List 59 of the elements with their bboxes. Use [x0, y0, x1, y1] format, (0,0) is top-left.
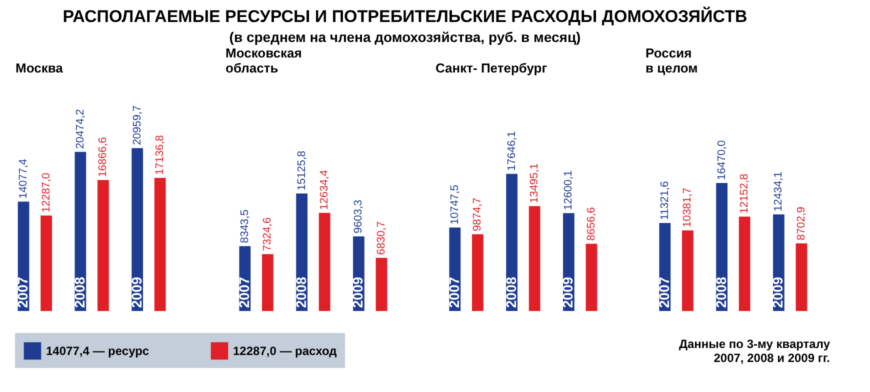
legend-label: 12287,0 — расход: [233, 344, 338, 358]
category-label: 2009: [128, 276, 144, 308]
bar: [98, 180, 109, 311]
data-label: 7324,6: [262, 217, 274, 252]
text: Данные по 3-му кварталу 2007, 2008 и 2009 гг.: [678, 337, 830, 365]
data-label: 9874,7: [472, 198, 484, 232]
data-label: 17136,8: [154, 135, 166, 175]
bar: [154, 178, 166, 311]
category-label: 2007: [14, 276, 31, 308]
category-label: 2008: [71, 276, 88, 308]
category-label: 2007: [656, 276, 672, 308]
category-label: 2009: [770, 276, 786, 308]
bar: [682, 230, 694, 311]
data-label: 12600,1: [562, 170, 575, 210]
data-label: 10747,5: [448, 184, 461, 224]
x-axis-title: Московская область: [226, 46, 302, 76]
category-label: 2007: [236, 276, 252, 308]
data-label: 16866,6: [97, 137, 110, 177]
category-label: 2008: [502, 276, 519, 308]
bar: [40, 216, 52, 311]
category-label: 2008: [712, 276, 729, 308]
bar: [738, 216, 750, 311]
x-axis-title: Россия в целом: [646, 46, 698, 76]
bar: [132, 148, 144, 311]
x-axis-title: Москва: [16, 60, 64, 76]
bar: [318, 212, 330, 311]
data-label: 14077,4: [18, 158, 30, 199]
data-label: 8343,5: [238, 210, 251, 244]
x-axis-title: Санкт- Петербург: [436, 60, 548, 76]
data-label: 12152,8: [738, 174, 751, 214]
data-label: 15125,8: [296, 150, 308, 190]
data-label: 20959,7: [131, 105, 144, 146]
bar: [796, 243, 808, 311]
data-label: 10381,7: [682, 188, 694, 228]
bar: [586, 244, 598, 311]
bar: [472, 234, 484, 311]
data-label: 11321,6: [658, 181, 671, 220]
data-label: 12434,1: [772, 172, 785, 212]
bar: [262, 254, 274, 311]
bar: [528, 206, 540, 311]
bar: [376, 258, 388, 311]
data-label: 16470,0: [716, 140, 728, 180]
category-label: 2009: [560, 276, 576, 308]
data-label: 9603,3: [352, 200, 365, 234]
data-label: 12634,4: [318, 170, 331, 210]
category-label: 2009: [350, 276, 366, 308]
data-label: 6830,7: [375, 221, 388, 255]
data-label: 8702,9: [795, 206, 808, 240]
text: (в среднем на члена домохозяйства, руб. в месяц): [229, 29, 581, 45]
data-label: 13495,1: [528, 163, 541, 204]
legend-label: 14077,4 — ресурс: [46, 344, 150, 358]
data-label: 20474,2: [74, 109, 86, 149]
data-label: 12287,0: [40, 172, 52, 213]
text: РАСПОЛАГАЕМЫЕ РЕСУРСЫ И ПОТРЕБИТЕЛЬСКИЕ РАСХОДЫ ДОМОХОЗЯЙСТВ: [62, 6, 748, 26]
category-label: 2008: [292, 276, 309, 308]
category-label: 2007: [446, 276, 462, 308]
data-label: 17646,1: [506, 131, 518, 171]
bar: [74, 152, 86, 311]
data-label: 8656,6: [585, 207, 598, 241]
